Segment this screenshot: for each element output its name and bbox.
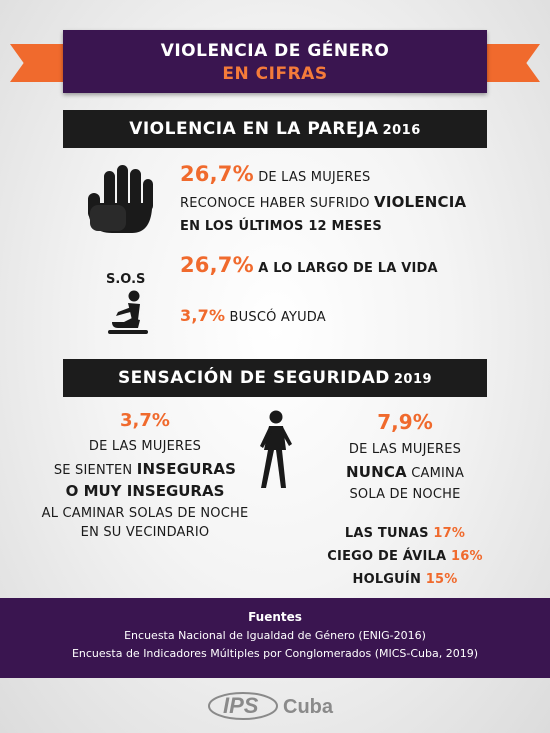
ips-cuba-logo: IPS Cuba — [208, 692, 334, 720]
sources-footer: Fuentes Encuesta Nacional de Igualdad de… — [0, 598, 550, 678]
stat1-text-b: RECONOCE HABER SUFRIDO — [180, 196, 370, 211]
section2-heading-text: SENSACIÓN DE SEGURIDAD — [117, 368, 390, 388]
kneeling-person-icon — [108, 290, 148, 334]
stat1-text-c: EN LOS ÚLTIMOS 12 MESES — [180, 219, 382, 234]
stat1-line2: RECONOCE HABER SUFRIDO VIOLENCIA — [180, 193, 466, 211]
sources-heading: Fuentes — [248, 610, 302, 624]
sos-label: S.O.S — [106, 272, 146, 287]
stat3-text: BUSCÓ AYUDA — [229, 310, 326, 325]
logo-cuba-text: Cuba — [283, 696, 334, 718]
left-line5: EN SU VECINDARIO — [80, 525, 210, 540]
section2-year: 2019 — [393, 372, 433, 387]
right-line3: SOLA DE NOCHE — [349, 487, 461, 502]
right-column: 7,9% DE LAS MUJERES NUNCA CAMINA SOLA DE… — [305, 410, 505, 502]
province-value: 16% — [450, 549, 483, 564]
title-line1: VIOLENCIA DE GÉNERO — [160, 41, 390, 61]
province-list: LAS TUNAS 17% CIEGO DE ÁVILA 16% HOLGUÍN… — [305, 526, 505, 587]
section2-heading: SENSACIÓN DE SEGURIDAD 2019 — [63, 359, 487, 397]
stat1-text-b-bold: VIOLENCIA — [374, 193, 467, 211]
stat2-value: 26,7% — [180, 253, 254, 277]
left-line4: AL CAMINAR SOLAS DE NOCHE — [41, 506, 249, 521]
left-line2-bold: INSEGURAS — [136, 460, 237, 478]
title-line2: EN CIFRAS — [222, 64, 328, 84]
source-2: Encuesta de Indicadores Múltiples por Co… — [71, 647, 479, 660]
ribbon-right — [478, 44, 540, 82]
title-banner: VIOLENCIA DE GÉNERO EN CIFRAS — [63, 30, 487, 93]
right-value: 7,9% — [377, 410, 433, 434]
logo-ips-text: IPS — [223, 693, 259, 718]
left-line3: O MUY INSEGURAS — [65, 482, 225, 500]
right-line2-bold: NUNCA — [345, 463, 407, 481]
province-row: HOLGUÍN 15% — [305, 572, 505, 587]
left-value: 3,7% — [120, 410, 170, 431]
section1-year: 2016 — [382, 123, 421, 138]
stat1-line1: 26,7% DE LAS MUJERES — [180, 162, 370, 186]
left-line2: SE SIENTEN INSEGURAS — [40, 460, 250, 478]
province-value: 17% — [433, 526, 466, 541]
section1-heading-text: VIOLENCIA EN LA PAREJA — [129, 119, 379, 139]
source-1: Encuesta Nacional de Igualdad de Género … — [124, 629, 426, 642]
right-line1: DE LAS MUJERES — [348, 442, 462, 457]
stat2-text: A LO LARGO DE LA VIDA — [258, 261, 438, 276]
stat1-value: 26,7% — [180, 162, 254, 186]
section1-heading: VIOLENCIA EN LA PAREJA 2016 — [63, 110, 487, 148]
raised-hand-icon — [88, 165, 153, 233]
stat3-value: 3,7% — [180, 306, 226, 325]
left-line2-pre: SE SIENTEN — [53, 463, 133, 478]
province-row: LAS TUNAS 17% — [305, 526, 505, 541]
stat3-line: 3,7% BUSCÓ AYUDA — [180, 306, 326, 325]
province-value: 15% — [425, 572, 458, 587]
stat2-line: 26,7% A LO LARGO DE LA VIDA — [180, 253, 438, 277]
right-line2: NUNCA CAMINA — [305, 463, 505, 481]
province-name: CIEGO DE ÁVILA — [327, 549, 447, 564]
walking-woman-icon — [260, 410, 292, 488]
left-line1: DE LAS MUJERES — [88, 439, 202, 454]
province-name: LAS TUNAS — [344, 526, 429, 541]
province-row: CIEGO DE ÁVILA 16% — [305, 549, 505, 564]
left-column: 3,7% DE LAS MUJERES SE SIENTEN INSEGURAS… — [40, 410, 250, 540]
stat1-text-a: DE LAS MUJERES — [258, 170, 371, 185]
province-name: HOLGUÍN — [352, 572, 422, 587]
right-line2-post: CAMINA — [411, 466, 465, 481]
